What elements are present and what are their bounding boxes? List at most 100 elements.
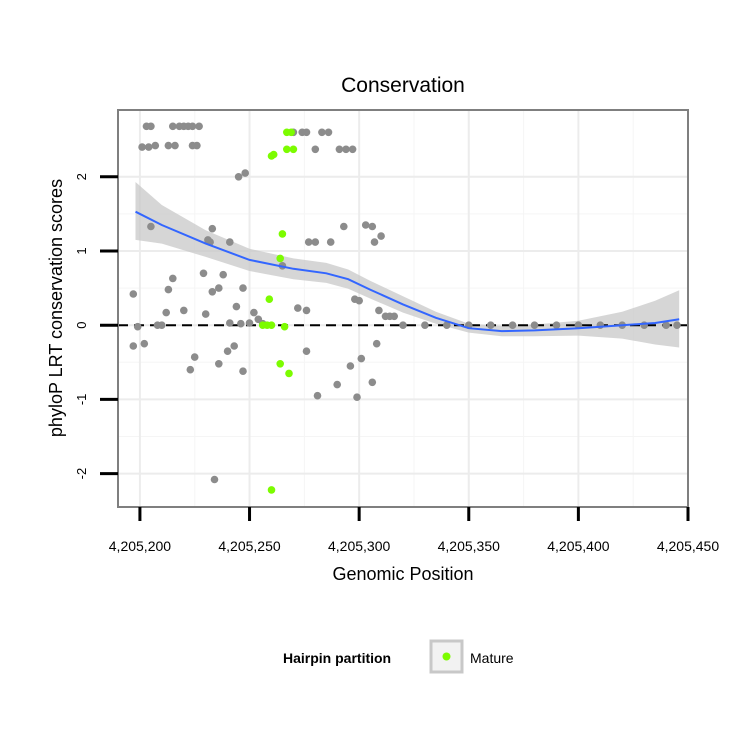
data-point bbox=[348, 145, 357, 154]
data-point bbox=[311, 145, 320, 154]
data-point bbox=[162, 308, 170, 317]
data-point bbox=[151, 141, 160, 150]
data-point bbox=[304, 238, 313, 246]
data-point bbox=[370, 238, 379, 246]
mature-point bbox=[269, 150, 278, 159]
data-point bbox=[313, 391, 322, 400]
data-point bbox=[171, 141, 179, 150]
data-point bbox=[311, 238, 320, 246]
y-tick-label: 1 bbox=[74, 247, 89, 254]
series-other bbox=[129, 122, 681, 484]
legend: Hairpin partition Mature bbox=[283, 639, 514, 674]
x-axis-label: Genomic Position bbox=[332, 564, 473, 584]
mature-point bbox=[276, 254, 285, 263]
mature-point bbox=[289, 145, 298, 154]
data-point bbox=[239, 284, 247, 292]
data-point bbox=[138, 143, 146, 151]
data-point bbox=[324, 128, 333, 137]
data-point bbox=[346, 362, 355, 370]
data-point bbox=[188, 122, 197, 131]
x-tick-label: 4,205,350 bbox=[438, 538, 500, 554]
data-point bbox=[508, 321, 517, 330]
data-point bbox=[195, 122, 203, 131]
data-point bbox=[147, 222, 155, 231]
data-point bbox=[223, 347, 232, 356]
data-point bbox=[333, 380, 342, 389]
data-point bbox=[294, 304, 302, 312]
mature-point bbox=[265, 295, 274, 304]
data-point bbox=[208, 224, 217, 233]
data-point bbox=[239, 367, 247, 376]
data-point bbox=[210, 475, 219, 484]
data-point bbox=[342, 145, 350, 154]
data-point bbox=[368, 222, 377, 231]
data-point bbox=[144, 143, 153, 151]
data-point bbox=[230, 342, 238, 350]
data-point bbox=[169, 122, 177, 131]
mature-point bbox=[278, 230, 287, 238]
data-point bbox=[326, 238, 335, 246]
confidence-band bbox=[135, 182, 680, 348]
data-point bbox=[234, 173, 243, 181]
x-axis: 4,205,200 4,205,250 4,205,300 4,205,350 4,20… bbox=[109, 507, 719, 554]
legend-title: Hairpin partition bbox=[283, 650, 391, 666]
data-point bbox=[302, 128, 311, 137]
mature-point bbox=[267, 486, 276, 494]
data-point bbox=[215, 284, 223, 292]
y-tick-label: -1 bbox=[74, 394, 89, 406]
legend-marker-mature bbox=[442, 652, 451, 661]
mature-point bbox=[267, 321, 276, 330]
data-point bbox=[368, 378, 377, 387]
data-point bbox=[673, 321, 681, 330]
data-point bbox=[245, 319, 254, 327]
data-point bbox=[219, 270, 227, 279]
x-tick-label: 4,205,200 bbox=[109, 538, 171, 554]
mature-point bbox=[285, 369, 293, 378]
data-point bbox=[353, 393, 361, 402]
data-point bbox=[250, 308, 258, 317]
data-point bbox=[140, 339, 149, 348]
data-point bbox=[164, 141, 173, 150]
data-point bbox=[361, 221, 370, 229]
data-point bbox=[640, 321, 648, 330]
data-point bbox=[421, 321, 429, 330]
data-point bbox=[193, 141, 201, 150]
scatter-points bbox=[129, 122, 681, 494]
mature-point bbox=[283, 145, 291, 154]
y-axis: -2 -1 0 1 2 bbox=[74, 173, 118, 479]
data-point bbox=[226, 238, 234, 246]
x-tick-label: 4,205,300 bbox=[328, 538, 390, 554]
chart-title: Conservation bbox=[341, 74, 465, 97]
data-point bbox=[662, 321, 670, 330]
data-point bbox=[147, 122, 155, 131]
data-point bbox=[215, 360, 223, 368]
data-point bbox=[226, 319, 234, 327]
y-tick-label: 0 bbox=[74, 322, 89, 329]
data-point bbox=[201, 310, 210, 318]
data-point bbox=[302, 306, 311, 315]
data-point bbox=[164, 285, 173, 294]
data-point bbox=[208, 288, 217, 296]
data-point bbox=[486, 321, 495, 330]
y-tick-label: -2 bbox=[74, 468, 89, 480]
data-point bbox=[169, 274, 177, 283]
mature-point bbox=[287, 128, 296, 137]
mature-point bbox=[280, 322, 289, 331]
series-mature bbox=[258, 128, 298, 494]
mature-point bbox=[276, 360, 285, 368]
legend-label-mature: Mature bbox=[470, 650, 514, 666]
panel-border bbox=[117, 109, 689, 508]
data-point bbox=[443, 321, 451, 330]
x-tick-label: 4,205,450 bbox=[657, 538, 719, 554]
data-point bbox=[340, 222, 348, 231]
data-point bbox=[129, 290, 138, 298]
data-point bbox=[318, 128, 326, 137]
y-axis-label: phyloP LRT conservation scores bbox=[46, 179, 66, 437]
x-tick-label: 4,205,250 bbox=[218, 538, 280, 554]
data-point bbox=[232, 302, 241, 311]
data-point bbox=[552, 321, 561, 330]
data-point bbox=[390, 312, 399, 321]
data-point bbox=[399, 321, 407, 330]
data-point bbox=[357, 354, 366, 363]
